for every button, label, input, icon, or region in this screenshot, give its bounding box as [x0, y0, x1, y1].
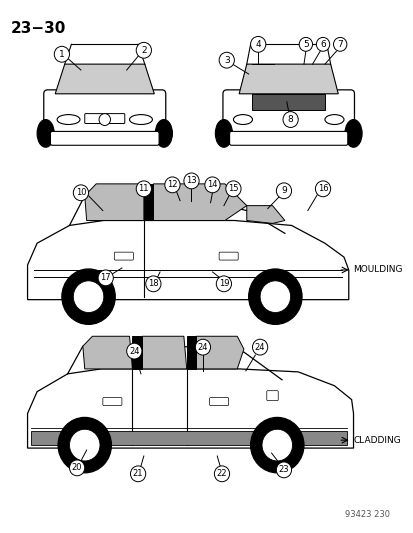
FancyBboxPatch shape [44, 90, 165, 135]
Polygon shape [28, 369, 353, 448]
Circle shape [130, 466, 145, 482]
Polygon shape [83, 336, 132, 369]
FancyBboxPatch shape [114, 252, 133, 260]
Ellipse shape [344, 119, 361, 147]
Text: 9: 9 [280, 187, 286, 195]
Text: 2: 2 [141, 46, 146, 55]
FancyBboxPatch shape [85, 114, 124, 124]
Circle shape [275, 462, 291, 478]
FancyBboxPatch shape [223, 90, 354, 135]
Text: 4: 4 [255, 40, 261, 49]
Circle shape [218, 52, 234, 68]
Circle shape [183, 173, 199, 189]
Polygon shape [55, 64, 154, 94]
Circle shape [126, 343, 142, 359]
FancyBboxPatch shape [102, 398, 121, 406]
Circle shape [216, 276, 231, 292]
Ellipse shape [215, 119, 232, 147]
Circle shape [145, 276, 161, 292]
Text: MOULDING: MOULDING [353, 265, 402, 274]
Circle shape [214, 466, 229, 482]
Text: 8: 8 [287, 115, 293, 124]
Text: 22: 22 [216, 470, 227, 478]
Polygon shape [239, 64, 337, 94]
Circle shape [333, 37, 346, 51]
Text: 93423 230: 93423 230 [344, 510, 389, 519]
Circle shape [98, 270, 113, 286]
Text: 3: 3 [223, 55, 229, 64]
Ellipse shape [324, 115, 343, 125]
Polygon shape [142, 336, 186, 369]
Text: 13: 13 [186, 176, 196, 185]
Circle shape [69, 460, 85, 476]
Text: 1: 1 [59, 50, 64, 59]
Circle shape [136, 181, 151, 197]
Text: 11: 11 [138, 184, 149, 193]
Text: 24: 24 [254, 343, 265, 352]
Text: 16: 16 [317, 184, 328, 193]
FancyBboxPatch shape [229, 132, 347, 146]
Polygon shape [132, 336, 142, 369]
Circle shape [73, 185, 88, 201]
Ellipse shape [37, 119, 54, 147]
Text: 23−30: 23−30 [10, 21, 66, 36]
Text: CLADDING: CLADDING [353, 435, 400, 445]
Circle shape [282, 111, 297, 127]
Polygon shape [186, 336, 196, 369]
Circle shape [62, 269, 115, 325]
Circle shape [248, 269, 301, 325]
Circle shape [58, 417, 111, 473]
FancyBboxPatch shape [266, 391, 278, 401]
Ellipse shape [233, 115, 252, 125]
Ellipse shape [129, 115, 152, 125]
Circle shape [259, 281, 290, 312]
Ellipse shape [155, 119, 172, 147]
Text: 24: 24 [197, 343, 208, 352]
Circle shape [54, 46, 69, 62]
Text: 5: 5 [302, 40, 308, 49]
Text: 14: 14 [207, 180, 217, 189]
Text: 20: 20 [72, 463, 82, 472]
Text: 12: 12 [167, 180, 177, 189]
Circle shape [73, 281, 104, 312]
Polygon shape [196, 336, 243, 369]
FancyBboxPatch shape [218, 252, 237, 260]
Text: 24: 24 [129, 346, 139, 356]
Circle shape [204, 177, 220, 193]
Circle shape [315, 181, 330, 197]
Circle shape [164, 177, 180, 193]
Polygon shape [246, 206, 284, 223]
Circle shape [225, 181, 240, 197]
Text: 7: 7 [337, 40, 342, 49]
Circle shape [69, 429, 100, 461]
Text: 15: 15 [228, 184, 238, 193]
Text: 10: 10 [76, 188, 86, 197]
Circle shape [316, 37, 329, 51]
Circle shape [299, 37, 312, 51]
FancyBboxPatch shape [209, 398, 228, 406]
Bar [252, 94, 324, 110]
Text: 21: 21 [133, 470, 143, 478]
Text: 6: 6 [319, 40, 325, 49]
Polygon shape [31, 431, 346, 445]
FancyBboxPatch shape [50, 132, 159, 146]
Text: 17: 17 [100, 273, 111, 282]
Circle shape [195, 339, 210, 355]
Text: 23: 23 [278, 465, 289, 474]
Text: 18: 18 [148, 279, 158, 288]
Polygon shape [143, 184, 153, 221]
Circle shape [252, 339, 267, 355]
Polygon shape [85, 184, 143, 221]
Circle shape [275, 183, 291, 199]
Text: 19: 19 [218, 279, 229, 288]
Circle shape [250, 417, 303, 473]
Circle shape [250, 36, 265, 52]
Circle shape [99, 114, 110, 125]
Polygon shape [28, 221, 348, 300]
Circle shape [261, 429, 292, 461]
Ellipse shape [57, 115, 80, 125]
Circle shape [136, 42, 151, 58]
Polygon shape [153, 184, 246, 221]
